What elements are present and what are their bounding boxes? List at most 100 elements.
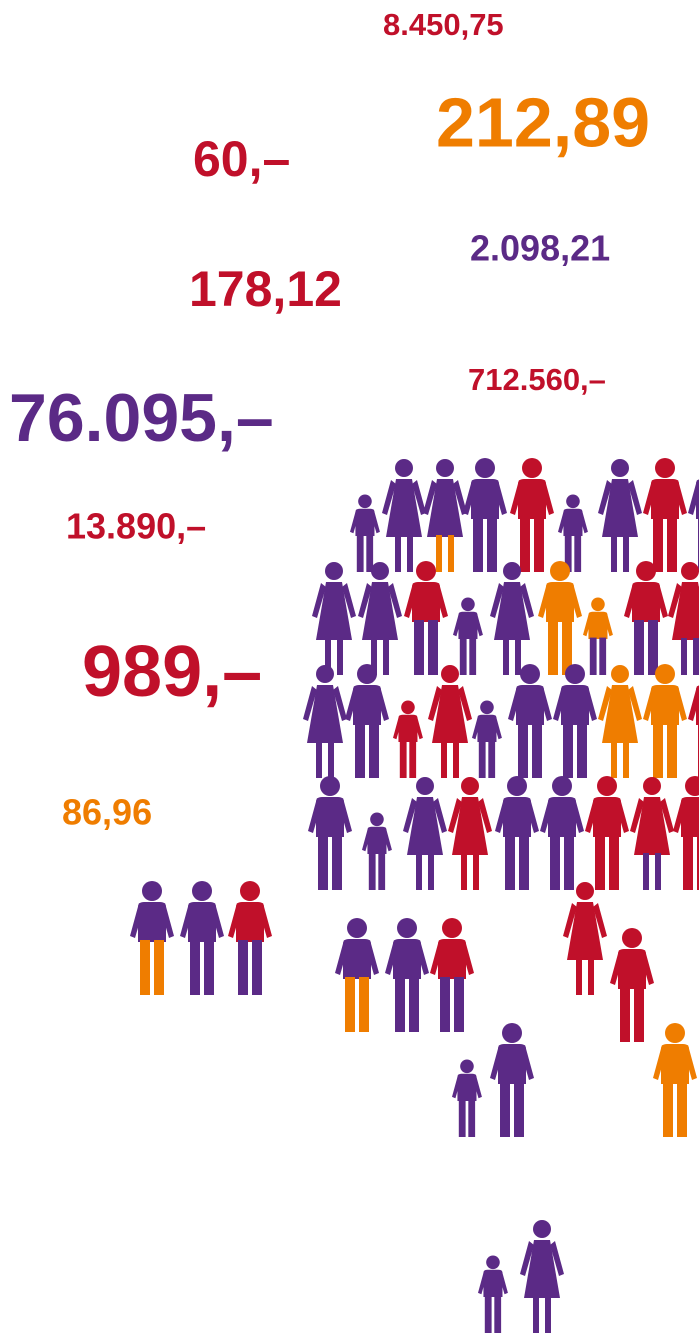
head — [486, 1255, 500, 1269]
person-icon — [688, 458, 699, 572]
leg — [440, 977, 450, 1032]
torso — [343, 939, 371, 979]
person-icon — [668, 562, 699, 675]
leg — [500, 1082, 510, 1137]
leg — [345, 977, 355, 1032]
head — [416, 777, 434, 795]
amount: 86,96 — [62, 792, 152, 833]
person-icon — [585, 776, 629, 890]
torso — [546, 582, 574, 622]
torso — [188, 902, 216, 942]
person-icon — [653, 1023, 697, 1137]
body: 8.450,75 212,89 60,– 2.098,21 178,12 712… — [0, 0, 699, 1335]
torso — [477, 715, 496, 742]
leg — [677, 1082, 687, 1137]
leg — [643, 853, 649, 890]
torso — [353, 685, 381, 725]
leg — [667, 723, 677, 778]
illustration: 8.450,75 212,89 60,– 2.098,21 178,12 712… — [0, 0, 699, 1335]
head — [611, 665, 629, 683]
leg — [428, 620, 438, 675]
head — [503, 562, 521, 580]
torso — [236, 902, 264, 942]
head — [460, 1059, 474, 1073]
leg — [337, 638, 343, 675]
leg — [400, 741, 407, 778]
leg — [577, 723, 587, 778]
leg — [494, 1296, 501, 1333]
torso — [651, 685, 679, 725]
leg — [611, 741, 617, 778]
leg — [550, 835, 560, 890]
leg — [318, 835, 328, 890]
amount: 8.450,75 — [383, 7, 504, 42]
leg — [653, 723, 663, 778]
person-icon — [382, 459, 426, 572]
leg — [599, 638, 606, 675]
person-icon — [430, 918, 474, 1032]
head — [655, 664, 675, 684]
torso — [593, 797, 621, 837]
leg — [416, 853, 422, 890]
head — [665, 1023, 685, 1043]
leg — [681, 638, 687, 675]
page: {"numbers": ["8.450,75", "212,89", "60,–… — [0, 0, 699, 1335]
person-icon — [643, 458, 687, 572]
person-icon — [393, 700, 423, 778]
torso — [471, 479, 499, 519]
head — [240, 881, 260, 901]
leg — [140, 940, 150, 995]
person-icon — [423, 459, 467, 572]
leg — [503, 638, 509, 675]
leg — [505, 835, 515, 890]
head — [442, 918, 462, 938]
leg — [515, 638, 521, 675]
leg — [545, 1296, 551, 1333]
person-icon — [312, 562, 356, 675]
person-icon — [495, 776, 539, 890]
head — [192, 881, 212, 901]
torso — [561, 685, 589, 725]
head — [441, 665, 459, 683]
head — [370, 812, 384, 826]
amount: 712.560,– — [468, 362, 606, 397]
head — [507, 776, 527, 796]
leg — [693, 638, 699, 675]
person-icon — [508, 664, 552, 778]
leg — [414, 620, 424, 675]
leg — [564, 835, 574, 890]
leg — [623, 741, 629, 778]
leg — [369, 723, 379, 778]
torso — [563, 509, 582, 536]
head — [502, 1023, 522, 1043]
head — [576, 882, 594, 900]
head — [395, 459, 413, 477]
torso — [681, 797, 699, 837]
torso — [483, 1270, 502, 1297]
amount: 212,89 — [436, 83, 650, 161]
person-icon — [520, 1220, 564, 1333]
head — [565, 664, 585, 684]
leg — [623, 535, 629, 572]
leg — [369, 853, 376, 890]
torso — [518, 479, 546, 519]
person-icon — [643, 664, 687, 778]
leg — [252, 940, 262, 995]
torso — [438, 939, 466, 979]
leg — [667, 517, 677, 572]
head — [142, 881, 162, 901]
leg — [534, 517, 544, 572]
torso — [458, 612, 477, 639]
leg — [611, 535, 617, 572]
person-icon — [478, 1255, 508, 1333]
torso — [398, 715, 417, 742]
torso — [588, 612, 607, 639]
person-icon — [452, 1059, 482, 1137]
leg — [648, 620, 658, 675]
head — [520, 664, 540, 684]
person-icon — [345, 664, 389, 778]
leg — [459, 1100, 466, 1137]
leg — [514, 1082, 524, 1137]
amount: 76.095,– — [9, 380, 274, 456]
head — [550, 561, 570, 581]
